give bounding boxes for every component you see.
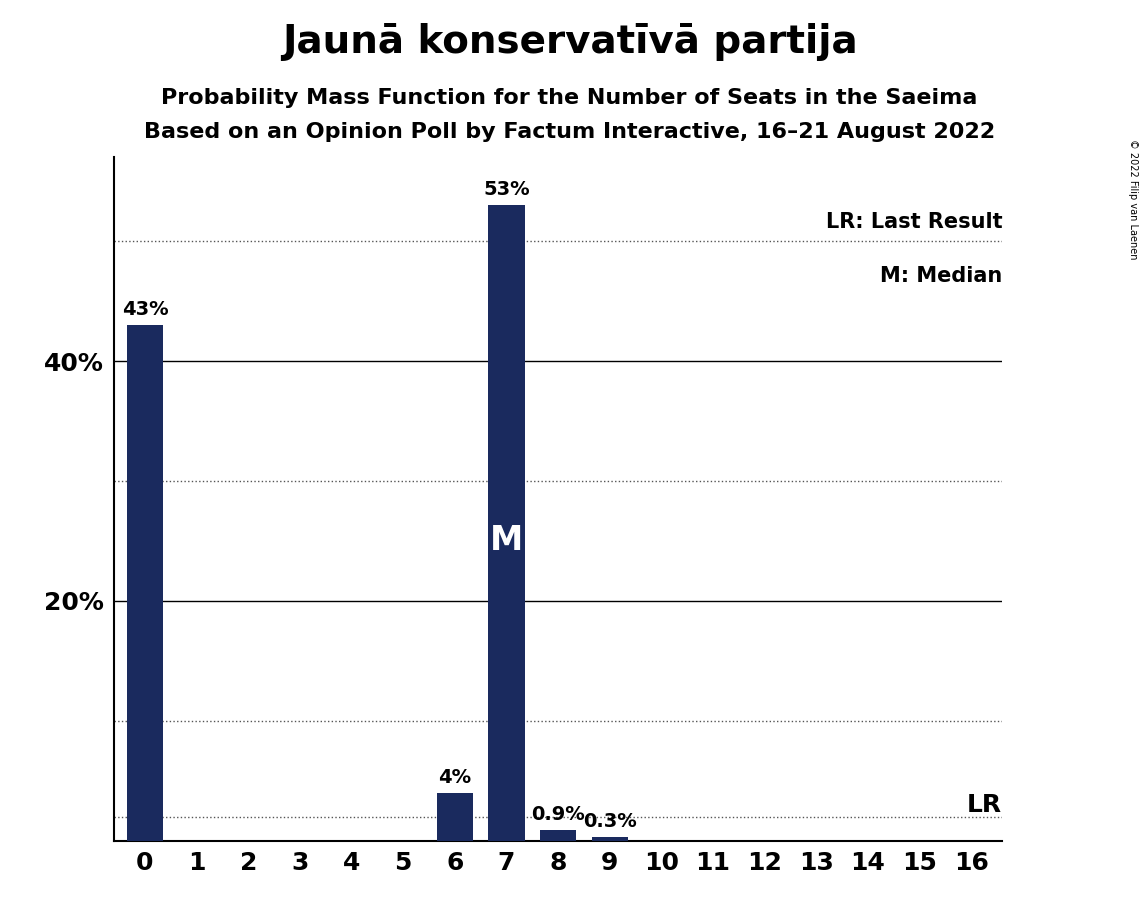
Text: © 2022 Filip van Laenen: © 2022 Filip van Laenen bbox=[1129, 139, 1138, 259]
Text: Jaunā konservatīvā partija: Jaunā konservatīvā partija bbox=[281, 23, 858, 61]
Text: LR: LR bbox=[967, 793, 1002, 817]
Bar bbox=[489, 205, 525, 841]
Bar bbox=[540, 830, 576, 841]
Text: 43%: 43% bbox=[122, 300, 169, 319]
Bar bbox=[591, 837, 628, 841]
Text: 0.3%: 0.3% bbox=[583, 812, 637, 832]
Bar bbox=[436, 793, 473, 841]
Text: M: M bbox=[490, 525, 523, 557]
Text: Probability Mass Function for the Number of Seats in the Saeima: Probability Mass Function for the Number… bbox=[162, 88, 977, 108]
Bar bbox=[126, 325, 163, 841]
Text: 0.9%: 0.9% bbox=[531, 805, 585, 824]
Text: Based on an Opinion Poll by Factum Interactive, 16–21 August 2022: Based on an Opinion Poll by Factum Inter… bbox=[144, 122, 995, 142]
Text: 53%: 53% bbox=[483, 180, 530, 199]
Text: 4%: 4% bbox=[439, 768, 472, 787]
Text: M: Median: M: Median bbox=[880, 266, 1002, 286]
Text: LR: Last Result: LR: Last Result bbox=[826, 212, 1002, 232]
